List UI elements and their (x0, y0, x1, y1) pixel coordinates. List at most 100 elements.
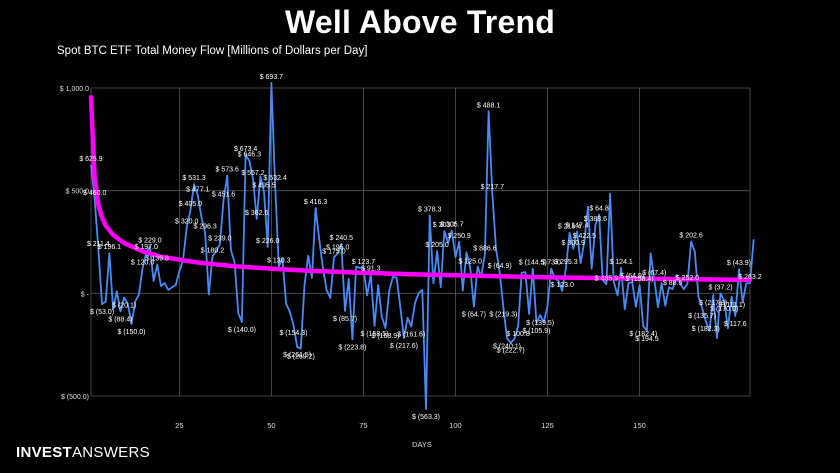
data-label: $ (217.6) (390, 343, 418, 350)
data-label: $ 217.7 (481, 184, 504, 191)
data-labels: $ 625.9 $ 460.0 $ 211.4 $ (53.0) $ 196.1 $ (8… (79, 74, 761, 421)
data-label: $ 646.3 (238, 152, 261, 159)
data-label: $ (105.9) (522, 328, 550, 335)
data-label: $ (182.4) (629, 331, 657, 338)
data-label: $ 557.2 (241, 170, 264, 177)
data-label: $ 205.0 (425, 242, 448, 249)
data-label: $ (161.6) (397, 332, 425, 339)
x-tick-label: 125 (541, 421, 554, 430)
data-label: $ 252.0 (676, 275, 699, 282)
series-layer (88, 82, 755, 410)
data-label: $ 180.2 (201, 247, 224, 254)
y-tick-label: $ (500.0) (61, 394, 89, 401)
investanswers-logo: INVESTANSWERS (16, 444, 150, 461)
data-label: $ (111.1) (718, 302, 745, 309)
data-label: $ 196.1 (98, 244, 121, 251)
data-label: $ 130.3 (267, 258, 290, 265)
x-axis-ticks: 25 50 75 100 125 150 (175, 421, 646, 430)
data-label: $ 383.6 (584, 216, 607, 223)
data-label: $ 300.9 (562, 240, 585, 247)
data-label: $ (170.0) (710, 306, 738, 313)
data-label: $ 625.9 (79, 156, 102, 163)
data-label: $ 88.5 (663, 280, 683, 287)
data-label: $ 117.6 (724, 321, 747, 328)
data-label: $ 303.7 (433, 222, 456, 229)
data-label: $ 197.0 (135, 244, 158, 251)
data-label: $ 305.7 (440, 222, 463, 229)
chart-title: Well Above Trend (285, 4, 555, 40)
data-label: $ 886.6 (473, 245, 496, 252)
data-label: $ 211.4 (87, 241, 110, 248)
data-label: $ 451.6 (212, 192, 235, 199)
data-label: $ 532.4 (263, 175, 286, 182)
data-label: $ 296.3 (193, 223, 216, 230)
chart-subtitle: Spot BTC ETF Total Money Flow [Millions … (57, 45, 368, 57)
y-tick-label: $ - (81, 291, 90, 298)
data-label: $ (223.8) (338, 344, 366, 351)
data-label: $ 531.3 (182, 175, 205, 182)
data-label: $ (144.5) (519, 260, 547, 267)
data-label: $ (139.5) (526, 320, 554, 327)
data-label: $ 488.1 (477, 102, 500, 109)
data-label: $ 320.0 (175, 219, 198, 226)
data-label: $ 239.0 (208, 235, 231, 242)
data-label: $ 295.3 (554, 259, 577, 266)
data-label: $ (85.7) (333, 316, 357, 323)
data-label: $ 195.0 (326, 244, 349, 251)
data-label: $ (37.2) (708, 284, 732, 291)
trend-line (88, 94, 753, 283)
x-tick-label: 25 (175, 421, 183, 430)
data-label: $ 495.5 (252, 183, 275, 190)
data-label: $ 147.4 (565, 223, 588, 230)
data-label: $ 673.4 (234, 146, 257, 153)
data-label: $ (64.9) (488, 263, 512, 270)
data-label: $ 226.0 (256, 238, 279, 245)
grid-lines (90, 87, 751, 397)
data-label: $ 422.5 (573, 233, 596, 240)
data-label: $ (135.7) (688, 313, 716, 320)
data-label: $ 263.2 (738, 274, 761, 281)
data-label: $ (158.4) (626, 276, 654, 283)
data-label: $ 250.9 (447, 233, 470, 240)
data-label: $ 175.0 (322, 248, 345, 255)
data-label: $ (53.0) (90, 309, 114, 316)
data-label: $ 362.6 (245, 210, 268, 217)
data-label: $ (168.9) (372, 333, 400, 340)
data-label: $ (158.5) (360, 331, 388, 338)
money-flow-line (90, 82, 755, 410)
data-label: $ 405.0 (179, 201, 202, 208)
data-label: $ 460.0 (83, 190, 106, 197)
data-label: $ (217.8) (699, 300, 727, 307)
data-label: $ 693.7 (260, 74, 283, 81)
data-label: $ 91.3 (361, 266, 381, 273)
x-tick-label: 100 (449, 421, 462, 430)
data-label: $ (240.1) (493, 343, 521, 350)
data-label: $ 229.0 (138, 237, 161, 244)
data-label: $ 194.5 (635, 336, 658, 343)
data-label: $ (88.4) (108, 316, 132, 323)
data-label: $ 416.3 (304, 199, 327, 206)
data-label: $ 485.9 (595, 275, 618, 282)
data-label: $ (64.9) (620, 273, 644, 280)
x-axis-label: DAYS (412, 440, 432, 449)
data-label: $ 240.5 (330, 235, 353, 242)
brand-bold: INVEST (16, 444, 72, 461)
x-tick-label: 75 (359, 421, 367, 430)
brand-light: ANSWERS (71, 444, 150, 461)
data-label: $ 124.1 (609, 259, 632, 266)
data-label: $ 123.0 (551, 282, 574, 289)
y-tick-label: $ 1,000.0 (60, 86, 89, 93)
data-label: $ (64.7) (462, 312, 486, 319)
data-label: $ (20.1) (112, 302, 136, 309)
data-label: $ 123.7 (352, 259, 375, 266)
data-label: $ (563.3) (412, 414, 440, 421)
data-label: $ (154.3) (279, 330, 307, 337)
data-label: $ 73.0 (541, 260, 561, 267)
data-label: $ 216.4 (558, 224, 581, 231)
data-label: $ 139.8 (146, 256, 169, 263)
x-tick-label: 50 (267, 421, 275, 430)
data-label: $ 378.3 (418, 207, 441, 214)
data-label: $ 100.8 (506, 331, 529, 338)
data-label: $ (219.3) (489, 312, 517, 319)
